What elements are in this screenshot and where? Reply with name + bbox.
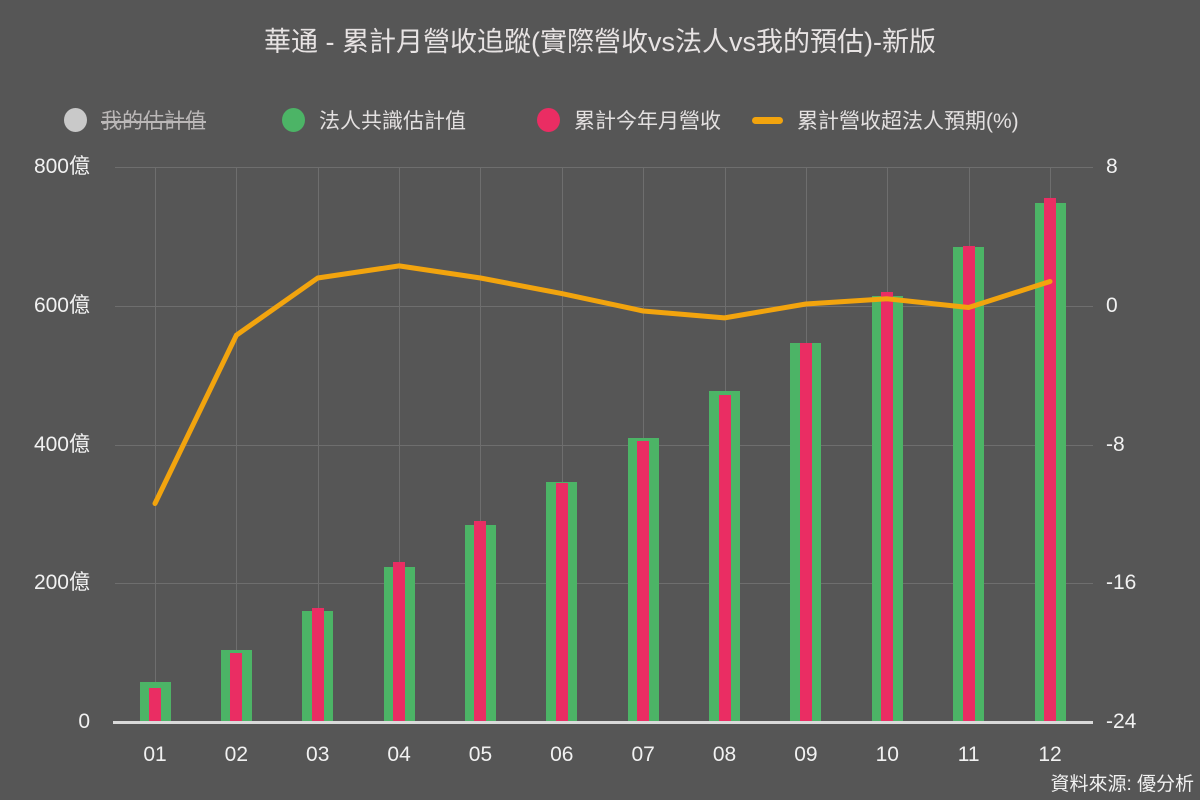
legend-item-surprise-line[interactable]: 累計營收超法人預期(%) xyxy=(752,106,1019,134)
bar-actual-07[interactable] xyxy=(637,441,650,722)
bar-actual-03[interactable] xyxy=(311,608,324,722)
source-note: 資料來源: 優分析 xyxy=(1050,774,1194,795)
x-axis-line xyxy=(113,721,1093,724)
my-estimate-marker-icon xyxy=(64,108,87,132)
left-axis-tick-400: 400億 xyxy=(33,432,90,456)
legend-label-consensus: 法人共識估計值 xyxy=(319,110,466,133)
surprise-line-marker-icon xyxy=(752,116,783,124)
bar-actual-01[interactable] xyxy=(149,688,161,722)
gridline-600 xyxy=(115,305,1093,307)
left-axis-tick-600: 600億 xyxy=(33,293,90,317)
right-axis-tick-0: 0 xyxy=(1106,293,1118,317)
x-axis-tick-12: 12 xyxy=(1038,743,1062,766)
legend-label-surprise-line: 累計營收超法人預期(%) xyxy=(797,110,1019,133)
x-axis-tick-10: 10 xyxy=(875,743,899,766)
right-axis-tick-8: 8 xyxy=(1106,155,1118,178)
x-axis-tick-01: 01 xyxy=(143,743,167,766)
bar-actual-05[interactable] xyxy=(474,520,487,722)
gridline-800 xyxy=(115,167,1093,168)
x-axis-tick-03: 03 xyxy=(306,743,330,766)
legend-item-actual[interactable]: 累計今年月營收 xyxy=(537,106,721,134)
right-axis-tick--8: -8 xyxy=(1106,432,1125,456)
x-axis-tick-04: 04 xyxy=(387,743,411,766)
bar-actual-04[interactable] xyxy=(393,562,406,722)
bar-actual-12[interactable] xyxy=(1044,197,1056,722)
consensus-marker-icon xyxy=(282,108,305,132)
gridline-400 xyxy=(115,444,1093,446)
x-axis-tick-07: 07 xyxy=(631,743,655,766)
x-axis-tick-08: 08 xyxy=(712,743,737,766)
chart-title: 華通 - 累計月營收追蹤(實際營收vs法人vs我的預估)-新版 xyxy=(264,27,936,57)
left-axis-tick-200: 200億 xyxy=(33,571,90,595)
x-axis-tick-05: 05 xyxy=(468,743,493,766)
legend-item-my-estimate[interactable]: 我的估計值 xyxy=(64,106,206,134)
x-axis-tick-06: 06 xyxy=(550,743,574,766)
left-axis-tick-800: 800億 xyxy=(33,155,90,178)
right-axis-tick--16: -16 xyxy=(1106,571,1137,595)
actual-marker-icon xyxy=(537,108,560,132)
legend-item-consensus[interactable]: 法人共識估計值 xyxy=(282,106,466,134)
bar-actual-09[interactable] xyxy=(799,342,812,722)
surprise-percent-polyline[interactable] xyxy=(152,263,1053,506)
x-axis-tick-09: 09 xyxy=(794,743,818,766)
x-axis-tick-02: 02 xyxy=(224,743,249,766)
gridline-200 xyxy=(115,583,1093,585)
legend-label-my-estimate: 我的估計值 xyxy=(101,110,206,133)
bar-actual-10[interactable] xyxy=(881,291,894,722)
bar-actual-11[interactable] xyxy=(962,246,975,722)
bar-actual-08[interactable] xyxy=(718,395,731,722)
left-axis-tick-0: 0 xyxy=(78,710,90,733)
x-axis-tick-11: 11 xyxy=(957,743,980,766)
bar-actual-06[interactable] xyxy=(555,483,568,722)
bar-actual-02[interactable] xyxy=(230,652,243,722)
right-axis-tick--24: -24 xyxy=(1106,710,1137,733)
legend-label-actual: 累計今年月營收 xyxy=(574,110,721,133)
